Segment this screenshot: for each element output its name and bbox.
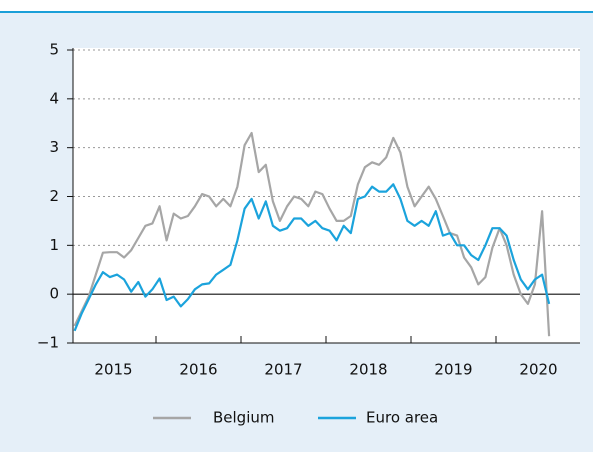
top-rule [0,11,593,13]
legend-label: Euro area [366,409,438,427]
series-line [73,131,551,337]
plot-area [73,48,580,343]
y-tick-label: 2 [49,187,59,205]
x-tick-label: 2020 [519,361,557,379]
x-tick-label: 2019 [434,361,472,379]
legend-label: Belgium [213,409,275,427]
y-tick-label: 5 [49,41,59,59]
x-tick-label: 2015 [94,361,132,379]
y-tick-label: 4 [49,89,59,107]
y-tick-label: 1 [49,236,59,254]
y-tick-label: 0 [49,285,59,303]
y-tick-label: 3 [49,138,59,156]
series-line [73,183,551,332]
x-tick-label: 2018 [349,361,387,379]
x-tick-label: 2017 [264,361,302,379]
x-tick-label: 2016 [179,361,217,379]
y-tick-label: −1 [37,334,59,352]
